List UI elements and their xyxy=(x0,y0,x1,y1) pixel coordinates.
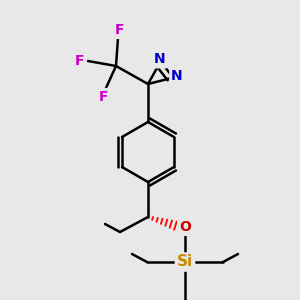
Text: F: F xyxy=(114,23,124,37)
Text: F: F xyxy=(99,90,109,104)
Text: F: F xyxy=(75,54,85,68)
Text: N: N xyxy=(154,52,166,66)
Text: N: N xyxy=(171,69,183,83)
Text: Si: Si xyxy=(177,254,193,269)
Text: O: O xyxy=(179,220,191,234)
